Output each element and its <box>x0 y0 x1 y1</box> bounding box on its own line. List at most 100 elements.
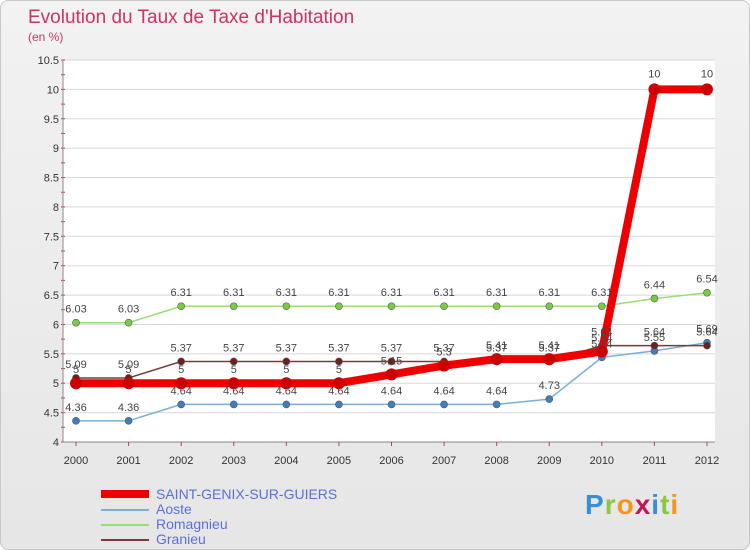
data-point <box>440 302 448 311</box>
data-label: 6.31 <box>276 287 297 299</box>
data-point <box>545 302 554 311</box>
legend-label: Romagnieu <box>156 516 228 532</box>
data-label: 5.37 <box>170 342 191 354</box>
x-tick-label: 2009 <box>537 455 561 467</box>
data-label: 6.31 <box>170 287 191 299</box>
x-tick-label: 2004 <box>274 455 298 467</box>
data-label: 6.54 <box>696 274 717 286</box>
data-label: 5.3 <box>436 347 451 359</box>
data-label: 4.73 <box>539 380 560 392</box>
data-label: 5.64 <box>644 327 665 339</box>
data-label: 4.64 <box>276 385 297 397</box>
data-point <box>70 377 82 390</box>
data-point <box>332 377 345 390</box>
data-point <box>335 400 343 409</box>
data-label: 5.37 <box>486 342 507 354</box>
y-tick-label: 9.5 <box>44 114 59 126</box>
data-label: 4.64 <box>223 385 244 397</box>
data-label: 5.69 <box>696 324 717 336</box>
x-tick-label: 2001 <box>116 455 140 467</box>
data-point <box>438 359 451 372</box>
data-point <box>282 302 291 311</box>
legend-swatch <box>101 539 149 541</box>
data-point <box>440 400 448 409</box>
proxiti-logo: Proxiti <box>585 489 680 520</box>
y-tick-label: 6.5 <box>44 290 59 302</box>
data-label: 5.37 <box>539 342 560 354</box>
data-label: 5 <box>73 364 79 376</box>
data-label: 6.31 <box>328 287 349 299</box>
legend-swatch <box>101 524 149 526</box>
data-label: 5.44 <box>591 338 612 350</box>
data-point <box>282 357 291 366</box>
y-tick-label: 9 <box>53 143 59 155</box>
data-label: 5.55 <box>644 332 665 344</box>
data-label: 6.31 <box>433 287 454 299</box>
data-label: 5 <box>336 364 342 376</box>
data-label: 5 <box>283 364 289 376</box>
x-tick-label: 2007 <box>432 455 456 467</box>
data-label: 4.36 <box>118 402 139 414</box>
data-label: 5 <box>178 364 184 376</box>
data-label: 6.31 <box>591 287 612 299</box>
y-tick-label: 5 <box>53 378 59 390</box>
data-label: 5.37 <box>276 342 297 354</box>
data-label: 10 <box>648 68 660 80</box>
data-point <box>595 345 608 358</box>
data-label: 5.37 <box>433 342 454 354</box>
x-tick-label: 2003 <box>222 455 246 467</box>
data-point <box>227 377 240 390</box>
data-point <box>72 318 80 327</box>
data-label: 5.09 <box>118 359 139 371</box>
unit-label: (en %) <box>28 30 64 44</box>
data-label: 6.03 <box>118 304 139 316</box>
data-label: 5.09 <box>65 359 86 371</box>
data-label: 5 <box>231 364 237 376</box>
legend-swatch <box>101 490 149 498</box>
y-tick-label: 6 <box>53 319 59 331</box>
data-label: 6.44 <box>644 280 665 292</box>
x-tick-label: 2005 <box>327 455 351 467</box>
x-tick-label: 2006 <box>379 455 403 467</box>
data-label: 4.64 <box>381 385 402 397</box>
x-tick-label: 2011 <box>643 455 667 467</box>
data-point <box>492 400 501 409</box>
data-label: 5.37 <box>223 342 244 354</box>
data-point <box>650 341 659 350</box>
legend-label: SAINT-GENIX-SUR-GUIERS <box>156 486 338 502</box>
data-label: 5.41 <box>539 340 560 352</box>
data-point <box>387 400 396 409</box>
y-tick-label: 8 <box>53 202 59 214</box>
data-label: 4.64 <box>433 385 454 397</box>
data-point <box>229 302 238 311</box>
data-point <box>177 302 185 311</box>
data-point <box>177 357 185 366</box>
data-point <box>280 377 293 390</box>
y-tick-label: 4.5 <box>44 408 59 420</box>
y-tick-label: 10.5 <box>38 55 59 67</box>
data-point <box>175 377 188 390</box>
data-label: 6.31 <box>539 287 560 299</box>
data-point <box>648 83 661 96</box>
data-point <box>72 417 80 425</box>
data-label: 5.41 <box>486 340 507 352</box>
data-point <box>703 288 711 297</box>
data-label: 5.64 <box>696 327 717 339</box>
x-tick-label: 2002 <box>169 455 193 467</box>
chart-title: Evolution du Taux de Taxe d'Habitation <box>28 7 355 28</box>
data-label: 4.64 <box>170 385 191 397</box>
y-tick-label: 8.5 <box>44 173 59 185</box>
data-point <box>543 353 556 366</box>
data-point <box>124 318 133 327</box>
data-point <box>701 83 713 96</box>
data-label: 5.37 <box>328 342 349 354</box>
data-point <box>703 341 711 350</box>
legend-label: Aoste <box>156 501 192 517</box>
data-point <box>598 302 606 311</box>
y-tick-label: 5.5 <box>44 349 59 361</box>
data-label: 4.36 <box>65 402 86 414</box>
x-tick-label: 2012 <box>695 455 719 467</box>
data-label: 4.64 <box>328 385 349 397</box>
